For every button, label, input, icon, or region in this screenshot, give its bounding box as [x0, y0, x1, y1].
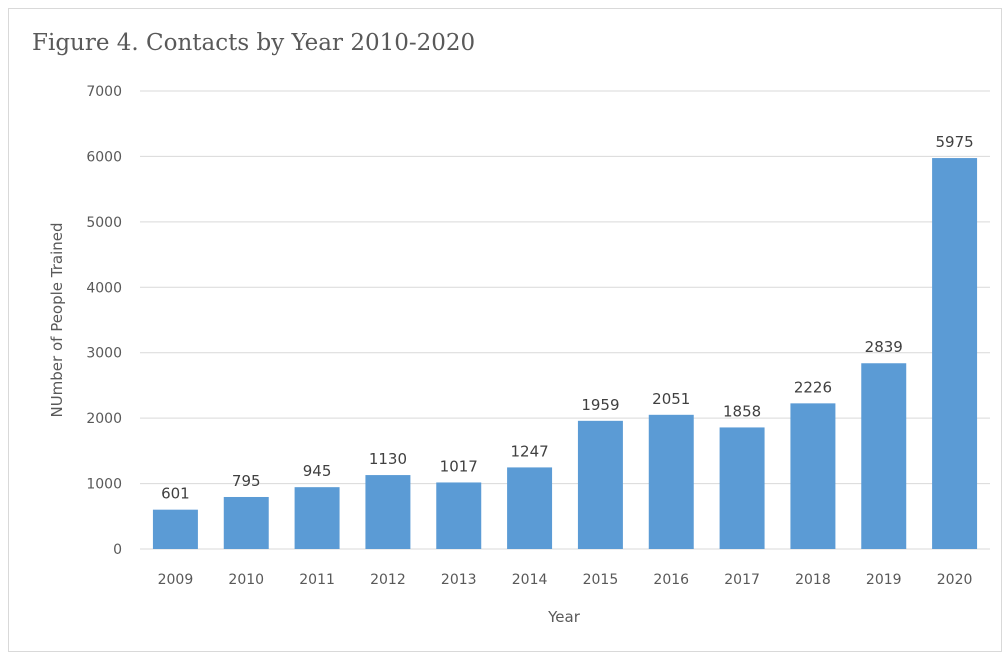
- y-tick-label: 1000: [86, 477, 122, 493]
- bar-2018: [790, 403, 836, 549]
- bar-2014: [507, 467, 553, 549]
- x-tick-label: 2019: [866, 572, 902, 588]
- x-tick-label: 2012: [370, 572, 406, 588]
- data-labels: 601 795 945 1130 1017 1247 1959 2051 1858 2226 283…: [161, 133, 974, 503]
- data-label: 5975: [935, 133, 973, 151]
- data-label: 795: [232, 472, 261, 490]
- data-label: 1130: [369, 450, 407, 468]
- x-tick-label: 2020: [937, 572, 973, 588]
- y-tick-label: 0: [113, 542, 122, 558]
- data-label: 2839: [865, 338, 903, 356]
- y-tick-label: 4000: [86, 280, 122, 296]
- chart-title: Figure 4. Contacts by Year 2010-2020: [32, 30, 476, 56]
- data-label: 601: [161, 485, 190, 503]
- y-tick-label: 2000: [86, 411, 122, 427]
- bar-2020: [932, 158, 978, 550]
- x-tick-label: 2017: [724, 572, 760, 588]
- bar-2013: [436, 482, 482, 549]
- data-label: 945: [303, 462, 332, 480]
- bar-2012: [365, 475, 411, 549]
- data-label: 2226: [794, 378, 832, 396]
- x-tick-label: 2014: [512, 572, 548, 588]
- x-tick-label: 2013: [441, 572, 477, 588]
- y-tick-label: 3000: [86, 346, 122, 362]
- bar-2009: [152, 509, 198, 549]
- y-tick-label: 6000: [86, 149, 122, 165]
- bar-2015: [577, 420, 623, 549]
- x-tick-label: 2015: [583, 572, 619, 588]
- y-tick-label: 7000: [86, 84, 122, 100]
- data-label: 1858: [723, 402, 761, 420]
- data-label: 1959: [581, 396, 619, 414]
- bar-2017: [719, 427, 765, 549]
- x-tick-label: 2010: [228, 572, 264, 588]
- gridlines: [140, 90, 990, 485]
- bar-2010: [223, 496, 269, 549]
- data-label: 1017: [440, 457, 478, 475]
- data-label: 1247: [510, 442, 548, 460]
- y-axis-ticks: 0 1000 2000 3000 4000 5000 6000 7000: [86, 84, 122, 558]
- x-axis-title: Year: [547, 608, 581, 626]
- x-tick-label: 2009: [158, 572, 194, 588]
- x-tick-label: 2011: [299, 572, 335, 588]
- bars: [152, 158, 978, 550]
- x-tick-label: 2016: [653, 572, 689, 588]
- bar-2011: [294, 487, 340, 549]
- bar-2019: [861, 363, 907, 549]
- y-axis-title: NUmber of People Trained: [48, 222, 66, 417]
- x-tick-label: 2018: [795, 572, 831, 588]
- y-tick-label: 5000: [86, 215, 122, 231]
- data-label: 2051: [652, 390, 690, 408]
- bar-2016: [648, 414, 694, 549]
- x-axis-ticks: 2009 2010 2011 2012 2013 2014 2015 2016 2017 2018…: [158, 572, 973, 588]
